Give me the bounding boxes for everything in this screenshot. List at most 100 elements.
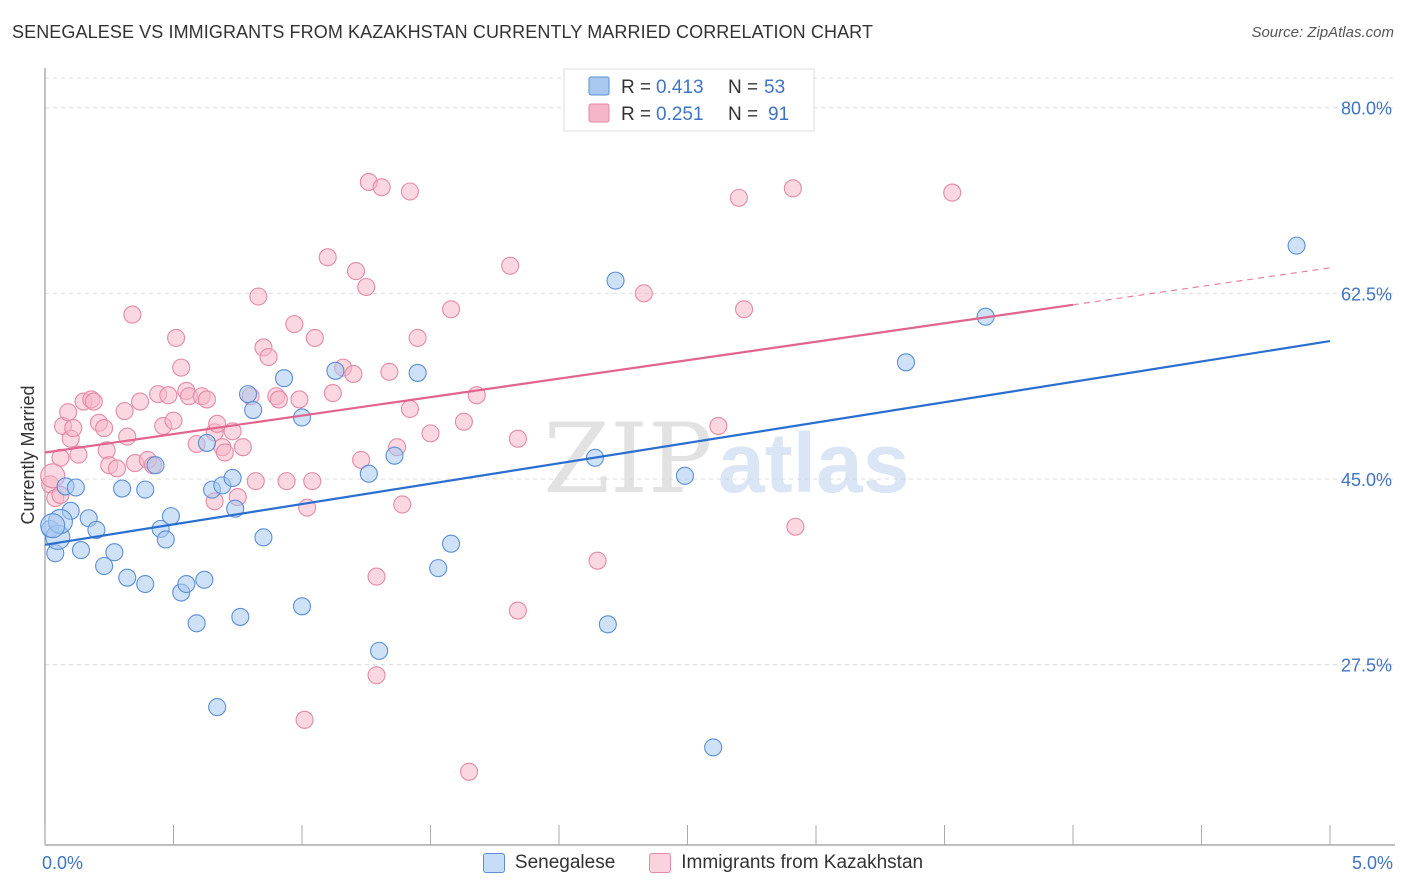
- point-kazakhstan: [246, 472, 265, 491]
- y-tick-label: 45.0%: [1341, 470, 1392, 490]
- point-kazakhstan: [197, 390, 216, 409]
- point-senegalese: [156, 530, 175, 549]
- point-senegalese: [359, 464, 378, 483]
- point-kazakhstan: [277, 472, 296, 491]
- point-kazakhstan: [69, 445, 88, 464]
- point-senegalese: [370, 641, 389, 660]
- point-senegalese: [136, 480, 155, 499]
- point-kazakhstan: [249, 287, 268, 306]
- point-kazakhstan: [64, 419, 83, 438]
- source-credit: Source: ZipAtlas.com: [1251, 24, 1394, 41]
- legend-r-label: R =: [621, 77, 651, 98]
- point-kazakhstan: [344, 364, 363, 384]
- point-kazakhstan: [729, 188, 748, 207]
- point-kazakhstan: [259, 347, 278, 367]
- legend-n-value-blue: 53: [764, 77, 785, 98]
- point-senegalese: [40, 513, 66, 539]
- legend-swatch-pink: [588, 103, 610, 123]
- legend-n-label: N =: [728, 104, 758, 125]
- point-senegalese: [187, 614, 206, 633]
- point-kazakhstan: [233, 438, 252, 457]
- point-kazakhstan: [167, 328, 186, 347]
- point-kazakhstan: [305, 328, 324, 347]
- point-senegalese: [113, 479, 132, 498]
- watermark-atlas: atlas: [718, 416, 909, 510]
- point-kazakhstan: [290, 390, 309, 409]
- point-senegalese: [177, 574, 196, 594]
- point-kazakhstan: [400, 182, 419, 201]
- point-kazakhstan: [442, 300, 461, 319]
- watermark: ZIP atlas: [543, 403, 909, 515]
- point-kazakhstan: [786, 517, 805, 536]
- point-kazakhstan: [164, 411, 183, 430]
- legend-n-value-pink: 91: [768, 104, 789, 125]
- point-senegalese: [197, 433, 216, 452]
- point-kazakhstan: [408, 328, 427, 347]
- point-senegalese: [146, 456, 165, 475]
- point-kazakhstan: [393, 495, 412, 514]
- legend-swatch-blue: [588, 76, 610, 96]
- point-senegalese: [95, 556, 114, 576]
- point-senegalese: [161, 507, 180, 526]
- x-tick-label: 5.0%: [1352, 853, 1393, 873]
- point-senegalese: [1287, 236, 1306, 255]
- point-kazakhstan: [501, 256, 520, 275]
- bottom-legend-item-kazakhstan: Immigrants from Kazakhstan: [649, 852, 923, 874]
- point-kazakhstan: [295, 710, 314, 729]
- point-kazakhstan: [508, 601, 527, 620]
- point-kazakhstan: [208, 414, 227, 433]
- point-kazakhstan: [346, 262, 366, 281]
- point-kazakhstan: [59, 403, 78, 422]
- watermark-zip: ZIP: [543, 403, 712, 515]
- point-senegalese: [244, 400, 263, 420]
- point-kazakhstan: [454, 412, 473, 431]
- point-senegalese: [606, 271, 625, 290]
- y-axis-label: Currently Married: [18, 385, 38, 524]
- gridlines: [45, 77, 1395, 666]
- trend-line-kazakhstan-extension: [1072, 267, 1331, 306]
- trend-lines: [44, 267, 1331, 546]
- point-senegalese: [87, 520, 106, 539]
- bottom-legend-item-senegalese: Senegalese: [482, 852, 615, 874]
- point-senegalese: [896, 353, 916, 372]
- point-senegalese: [704, 738, 723, 757]
- bottom-legend-swatch-blue: [482, 853, 505, 873]
- axes: [44, 68, 1395, 846]
- point-senegalese: [136, 574, 155, 594]
- point-kazakhstan: [172, 358, 191, 377]
- bottom-legend-label-kazakhstan: Immigrants from Kazakhstan: [681, 852, 924, 873]
- point-kazakhstan: [357, 277, 376, 297]
- point-kazakhstan: [131, 392, 150, 411]
- point-kazakhstan: [943, 183, 962, 202]
- tick-labels: 27.5% 45.0% 62.5% 80.0% 0.0% 5.0%: [42, 99, 1393, 873]
- point-kazakhstan: [285, 315, 304, 334]
- point-senegalese: [326, 361, 345, 380]
- inset-legend: R = 0.413 N = 53 R = 0.251 N = 91: [563, 68, 815, 132]
- y-tick-label: 62.5%: [1341, 284, 1392, 304]
- point-senegalese: [231, 607, 250, 626]
- point-kazakhstan: [303, 472, 322, 491]
- point-senegalese: [274, 369, 294, 388]
- point-senegalese: [223, 468, 242, 487]
- point-senegalese: [292, 597, 312, 616]
- point-kazakhstan: [734, 300, 754, 319]
- x-tick-label: 0.0%: [42, 853, 83, 873]
- legend-n-label: N =: [728, 77, 758, 98]
- point-kazakhstan: [400, 399, 419, 419]
- legend-r-value-pink: 0.251: [656, 104, 704, 125]
- point-senegalese: [598, 615, 617, 634]
- y-tick-label: 27.5%: [1341, 656, 1392, 676]
- legend-r-value-blue: 0.413: [656, 77, 704, 98]
- point-kazakhstan: [323, 384, 342, 403]
- point-kazakhstan: [84, 392, 103, 411]
- point-kazakhstan: [318, 248, 337, 267]
- point-kazakhstan: [269, 390, 288, 409]
- point-kazakhstan: [123, 305, 142, 324]
- point-senegalese: [408, 363, 427, 382]
- point-senegalese: [208, 698, 227, 717]
- point-senegalese: [238, 385, 258, 404]
- point-kazakhstan: [367, 666, 386, 685]
- point-senegalese: [71, 541, 91, 560]
- point-kazakhstan: [380, 362, 399, 381]
